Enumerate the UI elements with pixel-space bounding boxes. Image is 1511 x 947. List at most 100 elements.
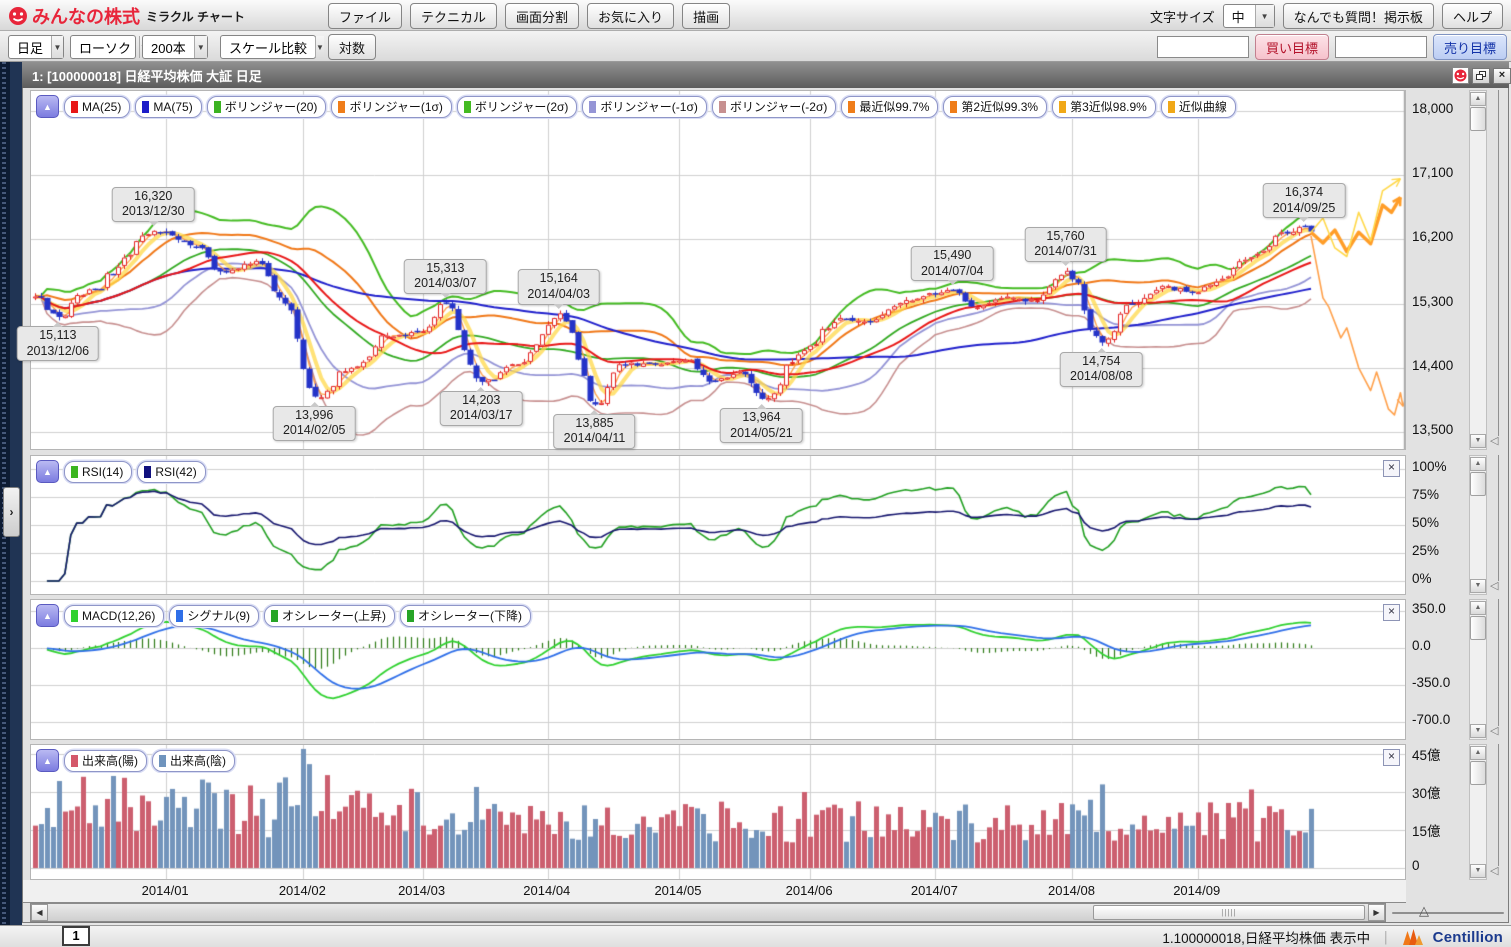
- close-rsi-panel-button[interactable]: ×: [1383, 460, 1400, 477]
- rsi-collapse-button[interactable]: ▲: [36, 460, 59, 483]
- price-indicator-chip[interactable]: ボリンジャー(-2σ): [711, 95, 837, 118]
- price-indicator-chip[interactable]: 第2近似99.3%: [943, 95, 1048, 118]
- qa-board-button[interactable]: なんでも質問！掲示板: [1282, 3, 1434, 29]
- rsi-indicator-chip[interactable]: RSI(14): [64, 460, 133, 483]
- annotation-price: 13,996: [295, 407, 334, 422]
- rsi-panel: ▲ RSI(14) RSI(42) ×: [30, 455, 1406, 595]
- price-indicator-chip[interactable]: ボリンジャー(-1σ): [582, 95, 707, 118]
- horizontal-scrollbar-thumb[interactable]: |||||: [1093, 905, 1365, 920]
- sell-target-input[interactable]: [1334, 36, 1427, 58]
- buy-target-button[interactable]: 買い目標: [1254, 34, 1329, 60]
- panel-resize-handle[interactable]: ◁: [1490, 580, 1499, 592]
- indicator-chip-label: ボリンジャー(20): [224, 100, 318, 114]
- macd-canvas[interactable]: [31, 600, 1405, 739]
- x-axis-strip: [23, 880, 1406, 903]
- indicator-chip-label: ボリンジャー(-2σ): [729, 100, 828, 114]
- rsi-axis-tick: 75%: [1412, 487, 1440, 502]
- price-chart-canvas[interactable]: [31, 91, 1405, 449]
- panel-scrollbar-thumb[interactable]: [1470, 107, 1486, 131]
- menu-favorites-button[interactable]: お気に入り: [587, 3, 675, 29]
- face-logo-icon: [9, 7, 27, 25]
- menu-file-button[interactable]: ファイル: [328, 3, 403, 29]
- rsi-canvas[interactable]: [31, 456, 1405, 594]
- panel-scrollbar-thumb[interactable]: [1470, 472, 1486, 496]
- help-button[interactable]: ヘルプ: [1441, 3, 1503, 29]
- price-indicator-chip[interactable]: 第3近似98.9%: [1052, 95, 1156, 118]
- scroll-down-button[interactable]: ▼: [1470, 724, 1486, 738]
- price-annotation: 16,374 2014/09/25: [1262, 182, 1346, 223]
- x-axis-month-label: 2014/05: [654, 883, 702, 898]
- brand-name: Centillion: [1432, 928, 1503, 946]
- price-annotation: 15,490 2014/07/04: [910, 246, 994, 286]
- bar-count-dropdown[interactable]: 200本 ▼: [142, 35, 208, 59]
- volume-indicator-chip[interactable]: 出来高(陰): [152, 749, 235, 772]
- chart-type-value: ローソク: [79, 40, 132, 56]
- macd-panel: ▲ MACD(12,26) シグナル(9) オシレーター(上昇) オシレーター(下降) …: [30, 599, 1406, 740]
- panel-scrollbar-track[interactable]: [1469, 90, 1487, 450]
- panel-resize-handle[interactable]: ◁: [1490, 435, 1499, 447]
- chevron-down-icon: ▼: [51, 36, 63, 58]
- price-indicator-chip[interactable]: ボリンジャー(1σ): [331, 95, 452, 118]
- scroll-up-button[interactable]: ▲: [1470, 601, 1486, 615]
- chart-window-titlebar[interactable]: 1: [100000018] 日経平均株価 大証 日足: [22, 62, 1509, 88]
- menu-split-screen-button[interactable]: 画面分割: [505, 3, 580, 29]
- indicator-chip-label: RSI(42): [155, 464, 197, 479]
- scroll-up-button[interactable]: ▲: [1470, 92, 1486, 106]
- scroll-up-button[interactable]: ▲: [1470, 457, 1486, 471]
- annotation-date: 2014/03/07: [414, 276, 477, 291]
- scroll-left-button[interactable]: ◀: [31, 904, 48, 921]
- restore-window-button[interactable]: [1472, 67, 1490, 84]
- log-scale-button[interactable]: 対数: [328, 34, 377, 60]
- scroll-down-button[interactable]: ▼: [1470, 579, 1486, 593]
- price-indicator-chip[interactable]: 近似曲線: [1160, 95, 1236, 118]
- zoom-slider-handle[interactable]: △: [1419, 903, 1429, 918]
- sell-target-button[interactable]: 売り目標: [1432, 34, 1507, 60]
- macd-indicator-chip[interactable]: MACD(12,26): [64, 604, 165, 627]
- scale-compare-value: スケール比較: [229, 40, 308, 56]
- macd-indicator-chip[interactable]: オシレーター(上昇): [264, 604, 396, 627]
- horizontal-scrollbar-track[interactable]: [30, 903, 1386, 922]
- scroll-up-button[interactable]: ▲: [1470, 746, 1486, 760]
- close-window-button[interactable]: ×: [1493, 67, 1511, 84]
- annotation-price: 13,885: [575, 415, 614, 430]
- scroll-down-button[interactable]: ▼: [1470, 434, 1486, 448]
- period-dropdown[interactable]: 日足 ▼: [8, 35, 64, 59]
- scroll-right-button[interactable]: ▶: [1368, 904, 1385, 921]
- zoom-slider-track[interactable]: [1392, 912, 1504, 914]
- scroll-down-button[interactable]: ▼: [1470, 864, 1486, 878]
- buy-target-input[interactable]: [1156, 36, 1249, 58]
- close-macd-panel-button[interactable]: ×: [1383, 604, 1400, 621]
- sidebar-expand-button[interactable]: ›: [3, 487, 20, 537]
- scale-compare-dropdown[interactable]: スケール比較 ▼: [220, 35, 324, 59]
- volume-canvas[interactable]: [31, 745, 1405, 879]
- indicator-chip-label: 第2近似99.3%: [961, 100, 1039, 114]
- price-indicator-chip[interactable]: MA(75): [135, 95, 202, 118]
- price-indicator-chip[interactable]: ボリンジャー(2σ): [456, 95, 578, 118]
- menu-draw-button[interactable]: 描画: [682, 3, 731, 29]
- menu-technical-button[interactable]: テクニカル: [410, 3, 498, 29]
- rsi-axis-tick: 0%: [1412, 571, 1432, 586]
- annotation-price: 13,964: [742, 409, 781, 424]
- macd-collapse-button[interactable]: ▲: [36, 604, 59, 627]
- indicator-color-swatch: [589, 100, 597, 113]
- panel-resize-handle[interactable]: ◁: [1490, 725, 1499, 737]
- chart-tab-1[interactable]: 1: [62, 926, 90, 946]
- panel-resize-handle[interactable]: ◁: [1490, 865, 1499, 877]
- indicator-color-swatch: [950, 100, 958, 113]
- volume-collapse-button[interactable]: ▲: [36, 749, 59, 772]
- rsi-indicator-chip[interactable]: RSI(42): [137, 460, 206, 483]
- price-indicator-chip[interactable]: 最近似99.7%: [841, 95, 939, 118]
- panel-scrollbar-thumb[interactable]: [1470, 761, 1486, 785]
- chart-type-dropdown[interactable]: ローソク ▼: [70, 35, 148, 59]
- price-collapse-button[interactable]: ▲: [36, 95, 59, 118]
- volume-indicator-chip[interactable]: 出来高(陽): [64, 749, 147, 772]
- annotation-price: 16,320: [134, 188, 173, 203]
- window-icon-cluster: ×: [1452, 67, 1511, 84]
- font-size-dropdown[interactable]: 中 ▼: [1222, 4, 1275, 28]
- price-indicator-chip[interactable]: MA(25): [64, 95, 131, 118]
- macd-indicator-chip[interactable]: シグナル(9): [169, 604, 260, 627]
- macd-indicator-chip[interactable]: オシレーター(下降): [400, 604, 532, 627]
- price-indicator-chip[interactable]: ボリンジャー(20): [206, 95, 327, 118]
- panel-scrollbar-thumb[interactable]: [1470, 616, 1486, 640]
- close-volume-panel-button[interactable]: ×: [1383, 749, 1400, 766]
